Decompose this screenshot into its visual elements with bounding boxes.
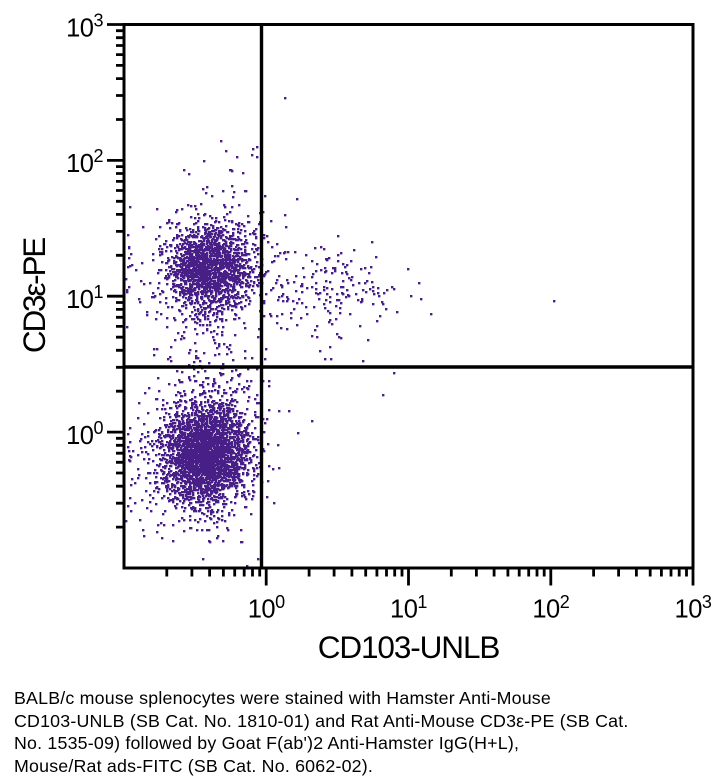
svg-text:CD103-UNLB: CD103-UNLB [318, 629, 500, 665]
svg-text:CD3ε-PE: CD3ε-PE [16, 238, 52, 353]
svg-text:101: 101 [390, 592, 427, 623]
